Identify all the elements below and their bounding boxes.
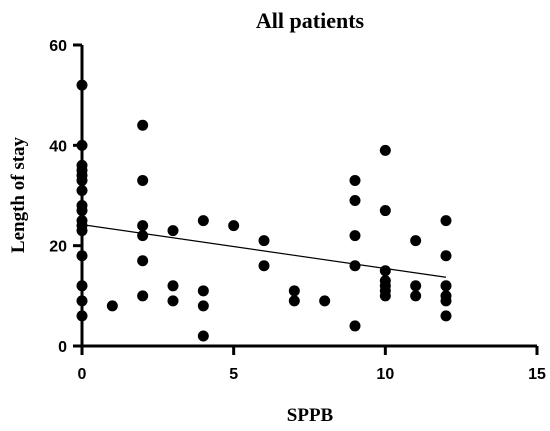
data-point (410, 235, 422, 247)
data-point (76, 225, 88, 237)
data-point (137, 174, 149, 186)
data-point (349, 195, 361, 207)
data-point (76, 139, 88, 151)
data-point (137, 290, 149, 302)
data-point (440, 280, 452, 292)
data-point (76, 79, 88, 91)
data-point (410, 280, 422, 292)
x-tick-label: 5 (229, 366, 238, 383)
data-point (440, 215, 452, 227)
data-point (319, 295, 331, 307)
data-point (410, 290, 422, 302)
data-point (137, 220, 149, 232)
y-tick-label: 40 (49, 138, 67, 155)
data-point (76, 174, 88, 186)
data-point (197, 300, 209, 312)
data-point (197, 330, 209, 342)
data-point (137, 255, 149, 267)
data-point (137, 230, 149, 242)
data-point (379, 144, 391, 156)
data-point (167, 295, 179, 307)
y-tick-label: 20 (49, 239, 67, 256)
x-axis-label: SPPB (287, 405, 334, 426)
data-point (288, 285, 300, 297)
data-point (228, 220, 240, 232)
data-point (288, 295, 300, 307)
data-point (76, 184, 88, 196)
data-point (379, 265, 391, 277)
data-point (76, 250, 88, 262)
data-point (349, 320, 361, 332)
data-point (76, 280, 88, 292)
data-point (76, 295, 88, 307)
y-tick-label: 60 (49, 38, 67, 55)
data-point (167, 280, 179, 292)
data-point (349, 260, 361, 272)
data-point (167, 225, 179, 237)
y-axis-label: Length of stay (8, 136, 29, 253)
data-point (76, 310, 88, 322)
x-tick-label: 0 (78, 366, 87, 383)
data-point (440, 295, 452, 307)
y-tick-label: 0 (58, 339, 67, 356)
data-point (258, 260, 270, 272)
data-point (440, 310, 452, 322)
data-point (137, 119, 149, 131)
data-point (349, 230, 361, 242)
data-point (197, 215, 209, 227)
chart-title: All patients (256, 8, 365, 33)
data-point (379, 205, 391, 217)
x-tick-label: 10 (376, 366, 394, 383)
plot-area: 0 5 10 15 0 20 40 60 (49, 38, 546, 383)
data-point (379, 290, 391, 302)
data-point (440, 250, 452, 262)
data-point (106, 300, 118, 312)
x-tick-label: 15 (528, 366, 546, 383)
data-point (197, 285, 209, 297)
data-point (349, 174, 361, 186)
data-point (258, 235, 270, 247)
data-point (76, 205, 88, 217)
